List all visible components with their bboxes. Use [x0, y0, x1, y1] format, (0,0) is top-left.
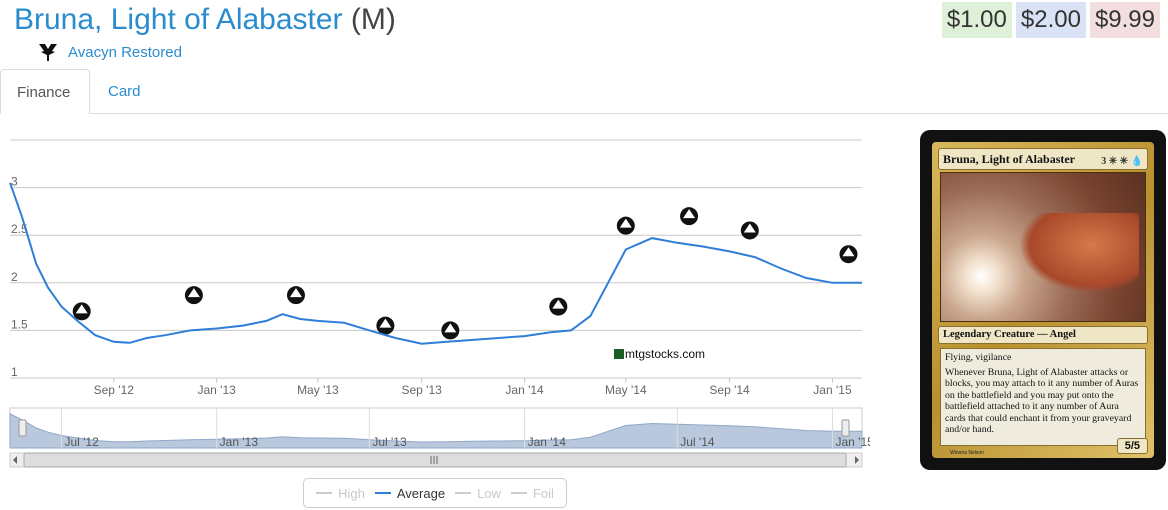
fate-reforged-set-icon-detail [842, 247, 855, 257]
journey-into-nyx-set-icon-detail [619, 218, 632, 228]
rules-line: Whenever Bruna, Light of Alabaster attac… [945, 366, 1139, 436]
watermark-text: mtgstocks.com [625, 347, 705, 361]
theros-set-icon-detail [444, 323, 457, 333]
card-image-name: Bruna, Light of Alabaster [943, 152, 1076, 166]
series-average-line [9, 182, 862, 345]
khans-of-tarkir-set-icon-detail [743, 223, 756, 233]
watermark-logo [614, 349, 624, 359]
tab-card[interactable]: Card [108, 83, 141, 100]
scrollbar-thumb[interactable] [23, 452, 847, 468]
navigator-scrollbar [9, 452, 863, 468]
legend-label: Foil [532, 485, 554, 501]
navigator-right-handle[interactable] [841, 419, 850, 437]
y-tick-label: 3 [11, 175, 18, 189]
x-tick-label: Sep '12 [94, 383, 135, 397]
legend-item-low[interactable]: Low [455, 486, 501, 501]
navigator-tick-label: Jan '14 [528, 435, 567, 449]
legend-label: High [338, 485, 365, 501]
card-title: Bruna, Light of Alabaster (M) [14, 2, 396, 38]
chart-legend: High Average Low Foil [303, 478, 567, 508]
price-low-badge: $1.00 [941, 2, 1012, 38]
card-art [940, 172, 1146, 322]
x-tick-label: May '13 [297, 383, 339, 397]
card-type-line: Legendary Creature — Angel [938, 326, 1148, 344]
navigator-tick-label: Jul '13 [372, 435, 407, 449]
x-tick-label: Jan '14 [505, 383, 544, 397]
navigator-tick-label: Jul '14 [680, 435, 715, 449]
navigator-left-handle[interactable] [18, 419, 27, 437]
navigator-tick-label: Jan '15 [835, 435, 870, 449]
x-tick-label: Jan '15 [813, 383, 852, 397]
price-avg-badge: $2.00 [1015, 2, 1086, 38]
angel-wing-art [1019, 213, 1139, 293]
x-tick-label: Sep '14 [709, 383, 750, 397]
legend-item-average[interactable]: Average [374, 485, 446, 501]
born-of-the-gods-set-icon-detail [552, 299, 565, 309]
legend-label: Low [477, 485, 501, 501]
x-tick-label: May '14 [605, 383, 647, 397]
scroll-right-arrow-icon[interactable] [855, 456, 859, 464]
y-tick-label: 1.5 [11, 317, 28, 331]
legend-swatch [316, 492, 333, 494]
scrollbar-grip-icon [430, 456, 438, 464]
avacyn-restored-set-icon [36, 40, 60, 64]
legend-swatch [374, 492, 391, 494]
scroll-left-arrow-icon[interactable] [13, 456, 17, 464]
set-link[interactable]: Avacyn Restored [68, 43, 182, 61]
return-to-ravnica-set-icon-detail [187, 288, 200, 298]
price-high-badge: $9.99 [1089, 2, 1160, 38]
card-frame: Bruna, Light of Alabaster 3 ✳ ✳ 💧 Legend… [932, 142, 1154, 458]
tab-finance[interactable]: Finance [0, 69, 90, 114]
power-toughness: 5/5 [1116, 438, 1148, 454]
card-rules-text: Flying, vigilance Whenever Bruna, Light … [940, 348, 1146, 446]
range-navigator: Jul '12 Jan '13 Jul '13 Jan '14 Jul '14 Jan '… [9, 407, 870, 449]
navigator-tick-label: Jan '13 [220, 435, 259, 449]
legend-swatch [510, 492, 527, 494]
navigator-area [9, 412, 863, 449]
card-artist: Winona Nelson [950, 450, 984, 456]
card-image: Bruna, Light of Alabaster 3 ✳ ✳ 💧 Legend… [920, 130, 1166, 470]
navigator-tick-label: Jul '12 [64, 435, 99, 449]
card-image-name-bar: Bruna, Light of Alabaster 3 ✳ ✳ 💧 [938, 148, 1148, 170]
m15-set-icon-detail [683, 209, 696, 219]
m14-set-icon-detail [379, 318, 392, 328]
rules-line: Flying, vigilance [945, 352, 1012, 363]
legend-swatch [455, 492, 472, 494]
card-name: Bruna, Light of Alabaster [14, 3, 343, 36]
y-tick-label: 2 [11, 270, 18, 284]
rarity-label: (M) [350, 3, 396, 36]
legend-item-foil[interactable]: Foil [510, 485, 554, 501]
tab-bar: Finance Card [0, 69, 1168, 114]
legend-label: Average [396, 485, 446, 501]
set-row: Avacyn Restored [36, 40, 182, 64]
price-badges: $1.00 $2.00 $9.99 [941, 2, 1160, 38]
x-tick-label: Jan '13 [198, 383, 237, 397]
x-tick-label: Sep '13 [401, 383, 442, 397]
gatecrash-set-icon-detail [289, 288, 302, 298]
m13-set-icon-detail [75, 304, 88, 314]
mana-cost: 3 ✳ ✳ 💧 [1101, 156, 1143, 167]
legend-item-high[interactable]: High [316, 486, 365, 501]
y-tick-label: 1 [11, 365, 18, 379]
